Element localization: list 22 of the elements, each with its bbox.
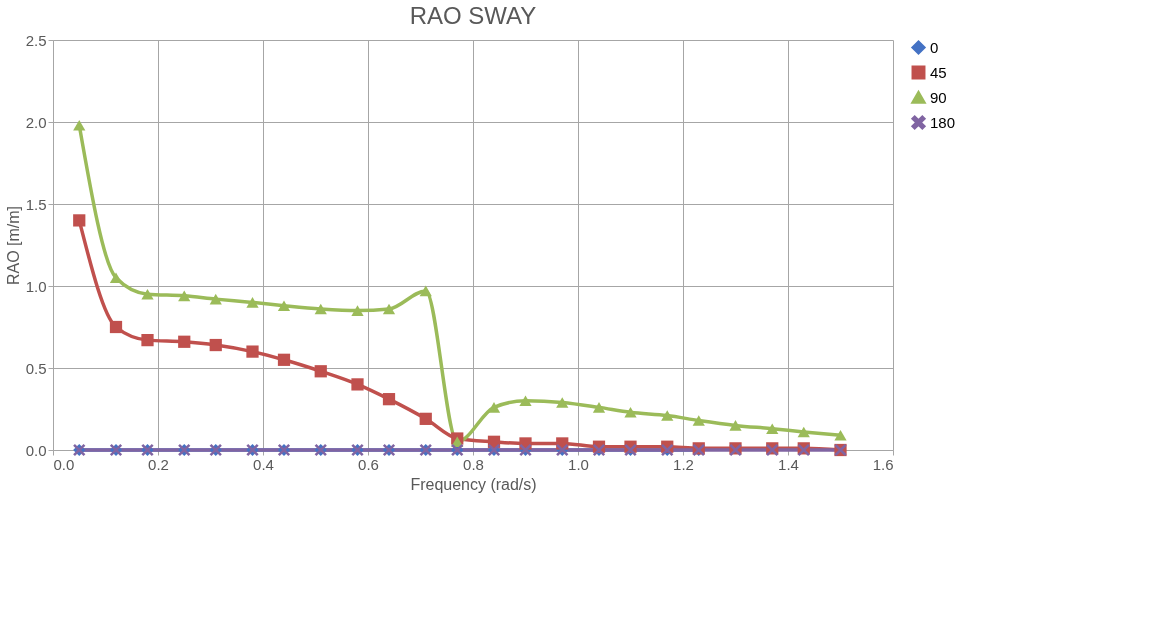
x-tick-label: 0.8 <box>463 455 484 473</box>
legend-label: 90 <box>930 88 947 106</box>
x-tick-label: 1.2 <box>673 455 694 473</box>
x-axis-title: Frequency (rad/s) <box>410 475 537 493</box>
y-tick-label: 0.0 <box>25 441 47 459</box>
y-tick-label: 0.5 <box>25 359 47 377</box>
chart-title: RAO SWAY <box>409 2 537 29</box>
x-tick-label: 0.6 <box>358 455 379 473</box>
x-tick-label: 0.2 <box>148 455 169 473</box>
y-tick-label: 1.0 <box>25 277 47 295</box>
legend-label: 0 <box>930 38 939 56</box>
x-tick-label: 0.4 <box>253 455 274 473</box>
y-tick-label: 1.5 <box>25 195 47 213</box>
x-tick-label: 1.4 <box>778 455 799 473</box>
y-tick-label: 2.0 <box>25 113 47 131</box>
x-tick-label: 0.0 <box>53 455 75 473</box>
legend-label: 45 <box>930 63 947 81</box>
legend-label: 180 <box>930 113 956 131</box>
x-tick-label: 1.6 <box>872 455 894 473</box>
y-axis-title: RAO [m/m] <box>4 205 22 286</box>
x-tick-label: 1.0 <box>568 455 589 473</box>
y-tick-label: 2.5 <box>25 31 47 49</box>
